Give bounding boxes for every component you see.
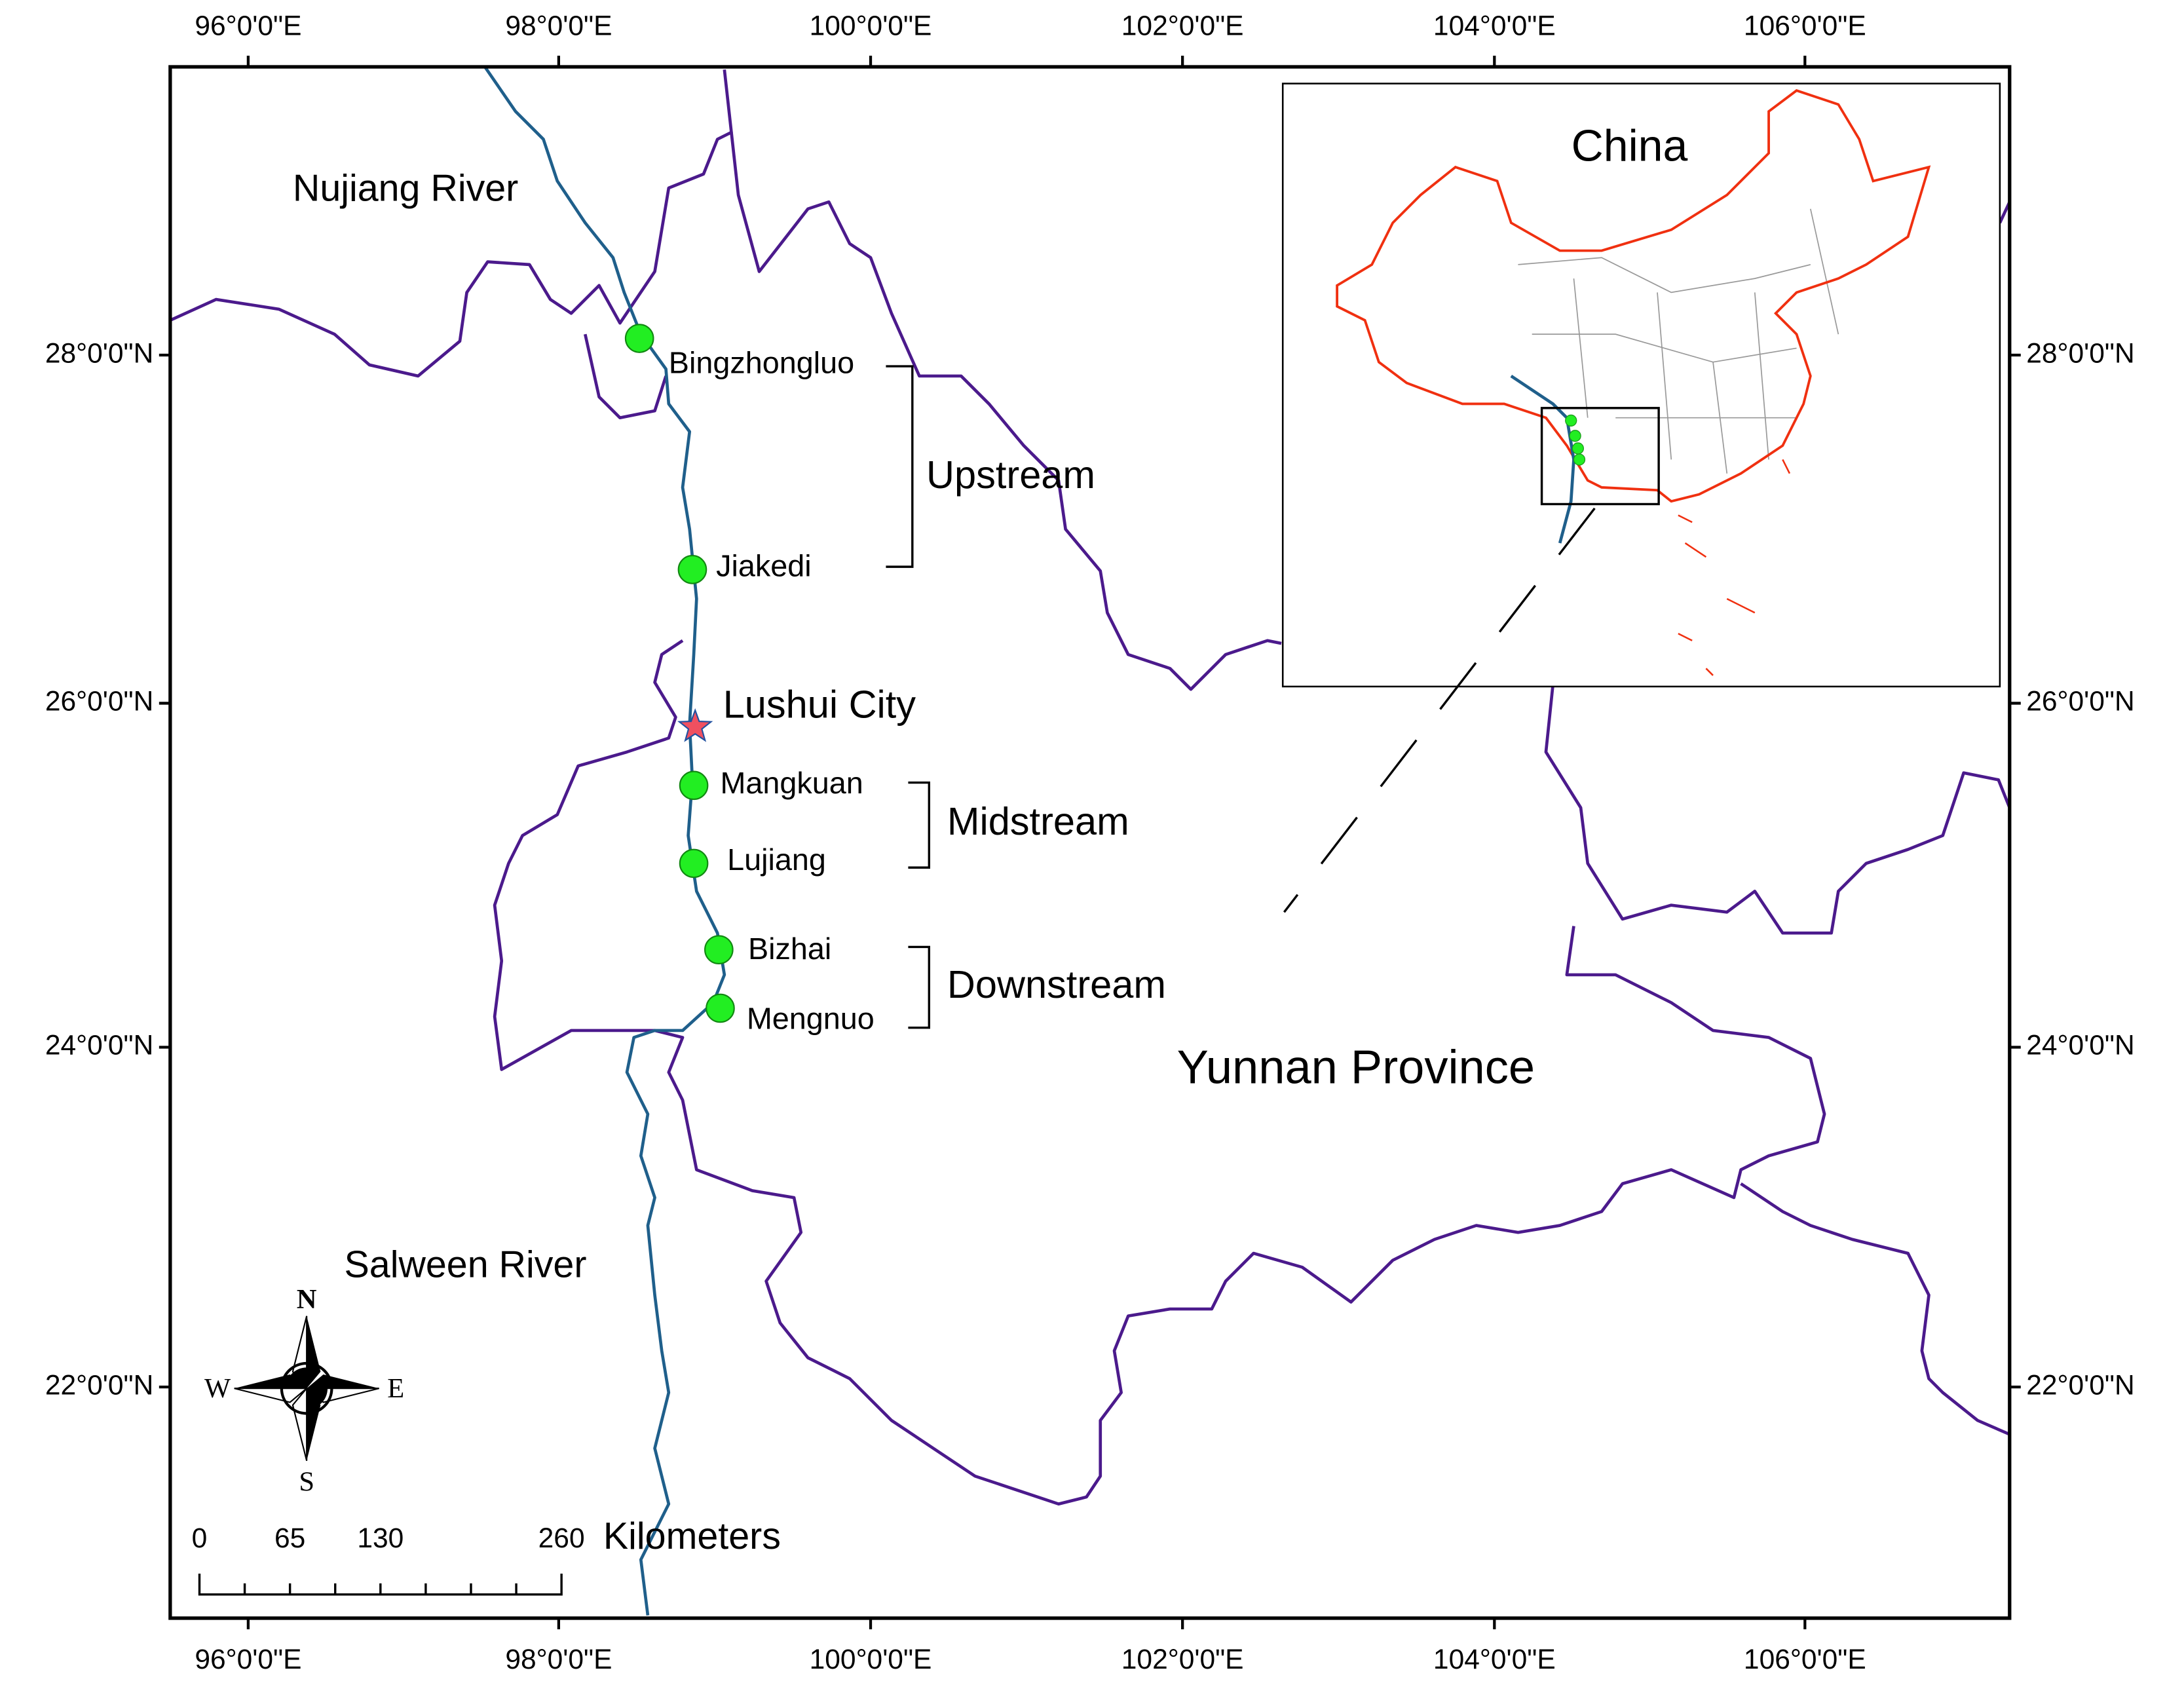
lon-label: 104°0'0"E [1433, 1644, 1556, 1675]
lon-label: 100°0'0"E [810, 1644, 932, 1675]
site-label: Jiakedi [716, 549, 812, 583]
compass-fill [286, 1367, 328, 1410]
border [1544, 685, 2011, 935]
sampling-site [677, 555, 707, 584]
border [493, 639, 1826, 1506]
lat-label: 22°0'0"N [45, 1370, 153, 1401]
bracket [908, 781, 931, 869]
lat-label: 26°0'0"N [2026, 687, 2134, 717]
river [483, 66, 726, 1616]
border [169, 69, 733, 378]
lat-label: 24°0'0"N [2026, 1031, 2134, 1061]
inset-locator [1540, 407, 1660, 506]
river-label: Nujiang River [293, 167, 518, 209]
site-label: Mengnuo [747, 1001, 875, 1035]
map-frame [168, 65, 2012, 1620]
lon-label: 106°0'0"E [1744, 11, 1866, 42]
sampling-site [679, 770, 709, 801]
site-label: Mangkuan [720, 766, 863, 800]
sampling-site [679, 848, 709, 879]
china-outline [1336, 89, 1931, 503]
region-label: Yunnan Province [1177, 1042, 1535, 1094]
scale-bar [198, 1573, 563, 1596]
lat-label: 26°0'0"N [45, 687, 153, 717]
lon-label: 104°0'0"E [1433, 11, 1556, 42]
scale-label: 65 [274, 1523, 305, 1554]
inset: China [1281, 83, 2001, 688]
inset-title: China [1572, 121, 1688, 170]
sampling-site [706, 993, 735, 1023]
site-label: Bizhai [748, 932, 831, 966]
city-label: Lushui City [723, 683, 916, 727]
scale-label: 130 [357, 1523, 404, 1554]
inset-frame [1281, 83, 2001, 688]
lon-label: 96°0'0"E [195, 1644, 301, 1675]
compass-letter: S [299, 1467, 314, 1498]
group-label: Upstream [926, 453, 1095, 497]
sampling-site [704, 935, 734, 964]
lat-label: 28°0'0"N [45, 338, 153, 369]
site-label: Bingzhongluo [669, 345, 854, 379]
china-internal [1518, 208, 1839, 474]
compass-letter: N [297, 1284, 317, 1315]
bracket [886, 365, 914, 568]
inset-sites [1565, 414, 1586, 466]
inset-site [1565, 414, 1577, 427]
lon-label: 102°0'0"E [1121, 1644, 1244, 1675]
compass-letter: W [204, 1373, 231, 1404]
river-label: Salween River [345, 1243, 587, 1285]
city-marker [677, 708, 713, 742]
site-label: Lujiang [727, 842, 826, 877]
lon-label: 98°0'0"E [505, 1644, 612, 1675]
compass-letter: E [387, 1373, 404, 1404]
lat-label: 24°0'0"N [45, 1031, 153, 1061]
boundaries [169, 69, 2011, 1506]
inset-site [1572, 442, 1584, 455]
lon-label: 100°0'0"E [810, 11, 932, 42]
scale-label: 0 [192, 1523, 208, 1554]
brackets [886, 365, 931, 1029]
group-label: Downstream [947, 962, 1166, 1006]
lon-label: 96°0'0"E [195, 11, 301, 42]
bracket [908, 945, 931, 1029]
lon-label: 102°0'0"E [1121, 11, 1244, 42]
islands [1678, 459, 1791, 676]
lat-label: 22°0'0"N [2026, 1370, 2134, 1401]
group-label: Midstream [947, 799, 1129, 843]
border [730, 132, 1282, 691]
inset-site [1573, 453, 1586, 466]
scale-unit: Kilometers [603, 1515, 781, 1557]
lat-label: 28°0'0"N [2026, 338, 2134, 369]
scale-label: 260 [538, 1523, 585, 1554]
compass-ring [280, 1361, 333, 1415]
lon-label: 106°0'0"E [1744, 1644, 1866, 1675]
sampling-site [624, 324, 654, 353]
border [1740, 1182, 2010, 1436]
leader-line [1283, 507, 1596, 913]
inset-site [1569, 430, 1581, 442]
lon-label: 98°0'0"E [505, 11, 612, 42]
compass [234, 1316, 379, 1462]
border [583, 333, 668, 420]
